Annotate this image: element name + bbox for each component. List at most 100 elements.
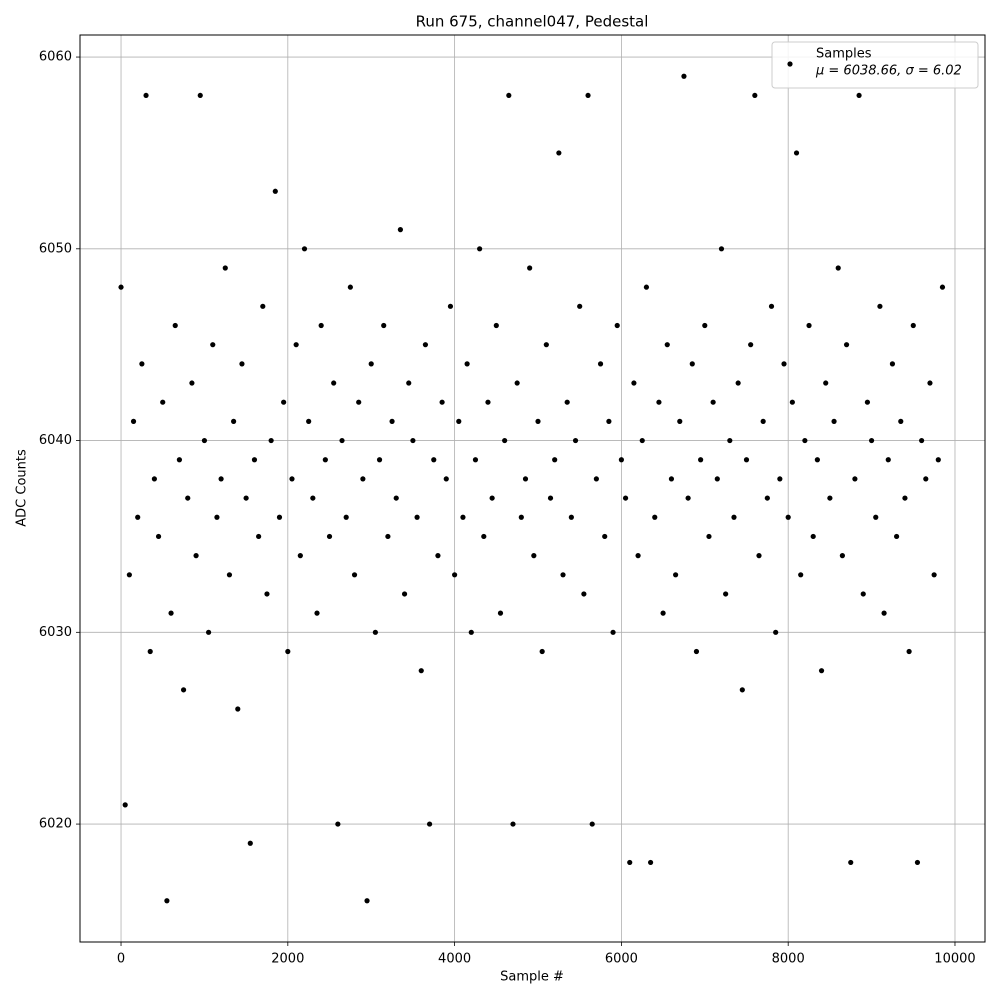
point xyxy=(793,150,800,156)
point xyxy=(397,227,404,233)
point xyxy=(168,610,174,616)
point xyxy=(606,418,612,424)
y-tick-label: 6040 xyxy=(39,433,72,448)
point xyxy=(351,572,358,578)
point xyxy=(431,457,437,463)
legend-marker xyxy=(787,61,793,67)
point xyxy=(919,437,925,444)
point xyxy=(443,476,449,482)
legend: Samples μ = 6038.66, σ = 6.02 xyxy=(771,41,979,89)
point xyxy=(631,380,637,386)
point xyxy=(506,92,512,99)
point xyxy=(685,495,691,501)
point xyxy=(331,380,337,386)
legend-note: μ = 6038.66, σ = 6.02 xyxy=(815,64,962,79)
point xyxy=(577,303,583,309)
point xyxy=(864,399,871,405)
point xyxy=(902,495,908,501)
point xyxy=(806,322,812,329)
point xyxy=(585,92,591,99)
point xyxy=(176,457,183,463)
point xyxy=(935,457,941,463)
point xyxy=(572,437,579,444)
point xyxy=(155,533,162,540)
point xyxy=(856,92,862,99)
point xyxy=(702,322,708,329)
point xyxy=(164,898,170,904)
point xyxy=(635,553,641,559)
point xyxy=(756,553,762,559)
point xyxy=(193,553,199,559)
point xyxy=(172,322,178,329)
point xyxy=(368,361,374,367)
point xyxy=(527,265,533,271)
point xyxy=(531,553,537,559)
point xyxy=(781,361,787,367)
point xyxy=(714,476,720,482)
point xyxy=(560,572,566,578)
point xyxy=(622,495,629,501)
point xyxy=(306,418,312,424)
point xyxy=(256,533,262,540)
point xyxy=(126,572,132,578)
point xyxy=(401,591,408,597)
x-tick-label: 4000 xyxy=(438,952,471,967)
point xyxy=(414,514,420,520)
point xyxy=(335,821,341,827)
point xyxy=(556,150,562,156)
point xyxy=(552,457,558,463)
point xyxy=(372,629,378,635)
point xyxy=(139,361,145,367)
point xyxy=(839,553,845,559)
point xyxy=(581,591,587,597)
point xyxy=(727,437,733,444)
point xyxy=(452,572,458,578)
x-tick-label: 2000 xyxy=(271,952,304,967)
point xyxy=(814,457,820,463)
point xyxy=(835,265,841,271)
point xyxy=(464,361,470,367)
y-tick-label: 6050 xyxy=(39,241,72,256)
point xyxy=(318,322,324,329)
point xyxy=(827,495,833,501)
point xyxy=(243,495,249,501)
point xyxy=(823,380,829,386)
point xyxy=(639,437,645,444)
point xyxy=(381,322,387,329)
point xyxy=(718,246,725,252)
point xyxy=(597,361,604,367)
point xyxy=(456,418,462,424)
point xyxy=(510,821,516,827)
point xyxy=(160,399,166,405)
point xyxy=(710,399,716,405)
point xyxy=(543,342,549,348)
point xyxy=(927,380,933,386)
point xyxy=(931,572,937,578)
point xyxy=(376,457,383,463)
point xyxy=(777,476,783,482)
point xyxy=(627,859,633,866)
point xyxy=(364,898,370,904)
y-tick-label: 6060 xyxy=(39,50,72,65)
point xyxy=(347,284,353,290)
point xyxy=(868,437,875,444)
point xyxy=(231,418,237,424)
point xyxy=(673,572,679,578)
y-tick-label: 6020 xyxy=(39,817,72,832)
point xyxy=(439,399,445,405)
point xyxy=(477,246,483,252)
point xyxy=(214,514,220,520)
point xyxy=(135,514,141,520)
point xyxy=(939,284,946,290)
point xyxy=(764,495,770,501)
point xyxy=(514,380,520,386)
point xyxy=(197,92,203,99)
grid xyxy=(80,35,985,942)
point xyxy=(889,361,896,367)
point xyxy=(910,322,916,329)
point xyxy=(281,399,287,405)
point xyxy=(539,648,545,655)
point xyxy=(681,73,687,79)
point xyxy=(881,610,887,616)
point xyxy=(297,553,303,559)
